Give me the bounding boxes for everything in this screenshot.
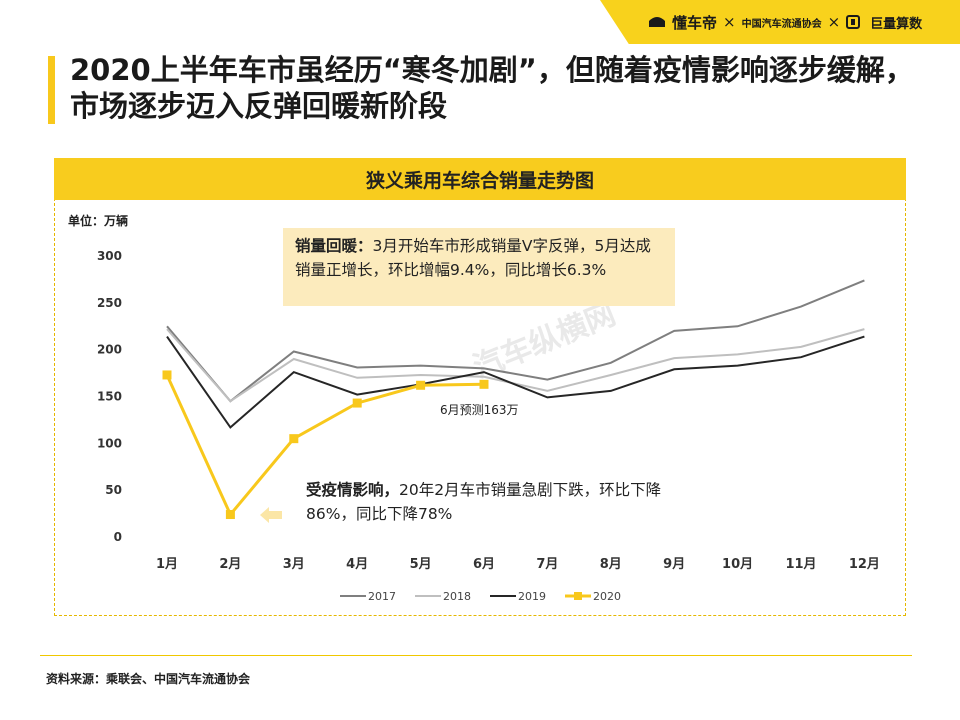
note-label: 受疫情影响， xyxy=(306,481,400,499)
page-title: 2020上半年车市虽经历“寒冬加剧”，但随着疫情影响逐步缓解，市场逐步迈入反弹回… xyxy=(70,53,914,123)
series-line-2019 xyxy=(166,335,865,429)
title-accent-bar xyxy=(48,56,55,124)
y-tick-label: 50 xyxy=(105,483,122,497)
chart-title: 狭义乘用车综合销量走势图 xyxy=(54,158,906,200)
x-tick-label: 12月 xyxy=(849,557,880,572)
x-tick-label: 3月 xyxy=(283,557,305,572)
y-tick-label: 150 xyxy=(97,390,122,404)
x-tick-label: 9月 xyxy=(663,557,685,572)
data-point-2020 xyxy=(479,379,489,389)
brand-dongchedi: 懂车帝 xyxy=(672,13,718,32)
brand-cada: 中国汽车流通协会 xyxy=(741,18,822,30)
x-tick-label: 5月 xyxy=(410,557,432,572)
series-line-2020 xyxy=(165,374,485,518)
brand-row: 懂车帝 × 中国汽车流通协会 × 巨量算数 xyxy=(648,11,922,33)
legend-label-2018: 2018 xyxy=(443,590,471,603)
footer-divider xyxy=(40,655,912,656)
unit-label: 单位：万辆 xyxy=(68,214,129,228)
y-tick-label: 100 xyxy=(97,436,122,450)
legend-label-2017: 2017 xyxy=(368,590,396,603)
data-point-2020 xyxy=(416,380,426,390)
covid-note: 受疫情影响，20年2月车市销量急剧下跌，环比下降86%，同比下降78% xyxy=(306,478,666,526)
brand-juliangsuanshu: 巨量算数 xyxy=(870,16,923,32)
callout-label: 销量回暖： xyxy=(295,237,373,255)
y-tick-label: 200 xyxy=(97,343,122,357)
x-tick-label: 8月 xyxy=(600,557,622,572)
series-line-2017 xyxy=(166,279,865,403)
callout-text: 3月开始车市形成销量V字反弹，5月达成销量正增长，环比增幅9.4%，同比增长6.… xyxy=(295,237,651,279)
dongchedi-logo-icon xyxy=(648,15,666,29)
brand-separator: × xyxy=(723,13,736,31)
recovery-callout: 销量回暖：3月开始车市形成销量V字反弹，5月达成销量正增长，环比增幅9.4%，同… xyxy=(283,228,675,306)
x-tick-label: 1月 xyxy=(156,557,178,572)
x-tick-label: 2月 xyxy=(219,557,241,572)
x-tick-label: 11月 xyxy=(785,557,816,572)
x-tick-label: 10月 xyxy=(722,557,753,572)
arrow-left-icon xyxy=(260,507,282,523)
x-tick-label: 4月 xyxy=(346,557,368,572)
y-tick-label: 0 xyxy=(114,530,122,544)
note-text: 20年2月车市销量急剧下跌，环比下降86%，同比下降78% xyxy=(306,481,662,523)
legend-marker-2020 xyxy=(574,592,582,600)
watermark: 汽车纵横网 xyxy=(468,297,620,386)
brand-separator: × xyxy=(827,13,841,31)
annotation-june-forecast: 6月预测163万 xyxy=(440,403,519,417)
data-point-2020 xyxy=(162,370,172,380)
data-point-2020 xyxy=(225,510,235,520)
data-point-2020 xyxy=(289,434,299,444)
ocean-engine-logo-icon xyxy=(846,15,864,29)
source-note: 资料来源：乘联会、中国汽车流通协会 xyxy=(46,672,251,686)
x-tick-label: 6月 xyxy=(473,557,495,572)
legend-label-2019: 2019 xyxy=(518,590,546,603)
data-point-2020 xyxy=(352,398,362,408)
x-tick-label: 7月 xyxy=(536,557,558,572)
legend-label-2020: 2020 xyxy=(593,590,621,603)
y-tick-label: 250 xyxy=(97,296,122,310)
y-tick-label: 300 xyxy=(97,249,122,263)
